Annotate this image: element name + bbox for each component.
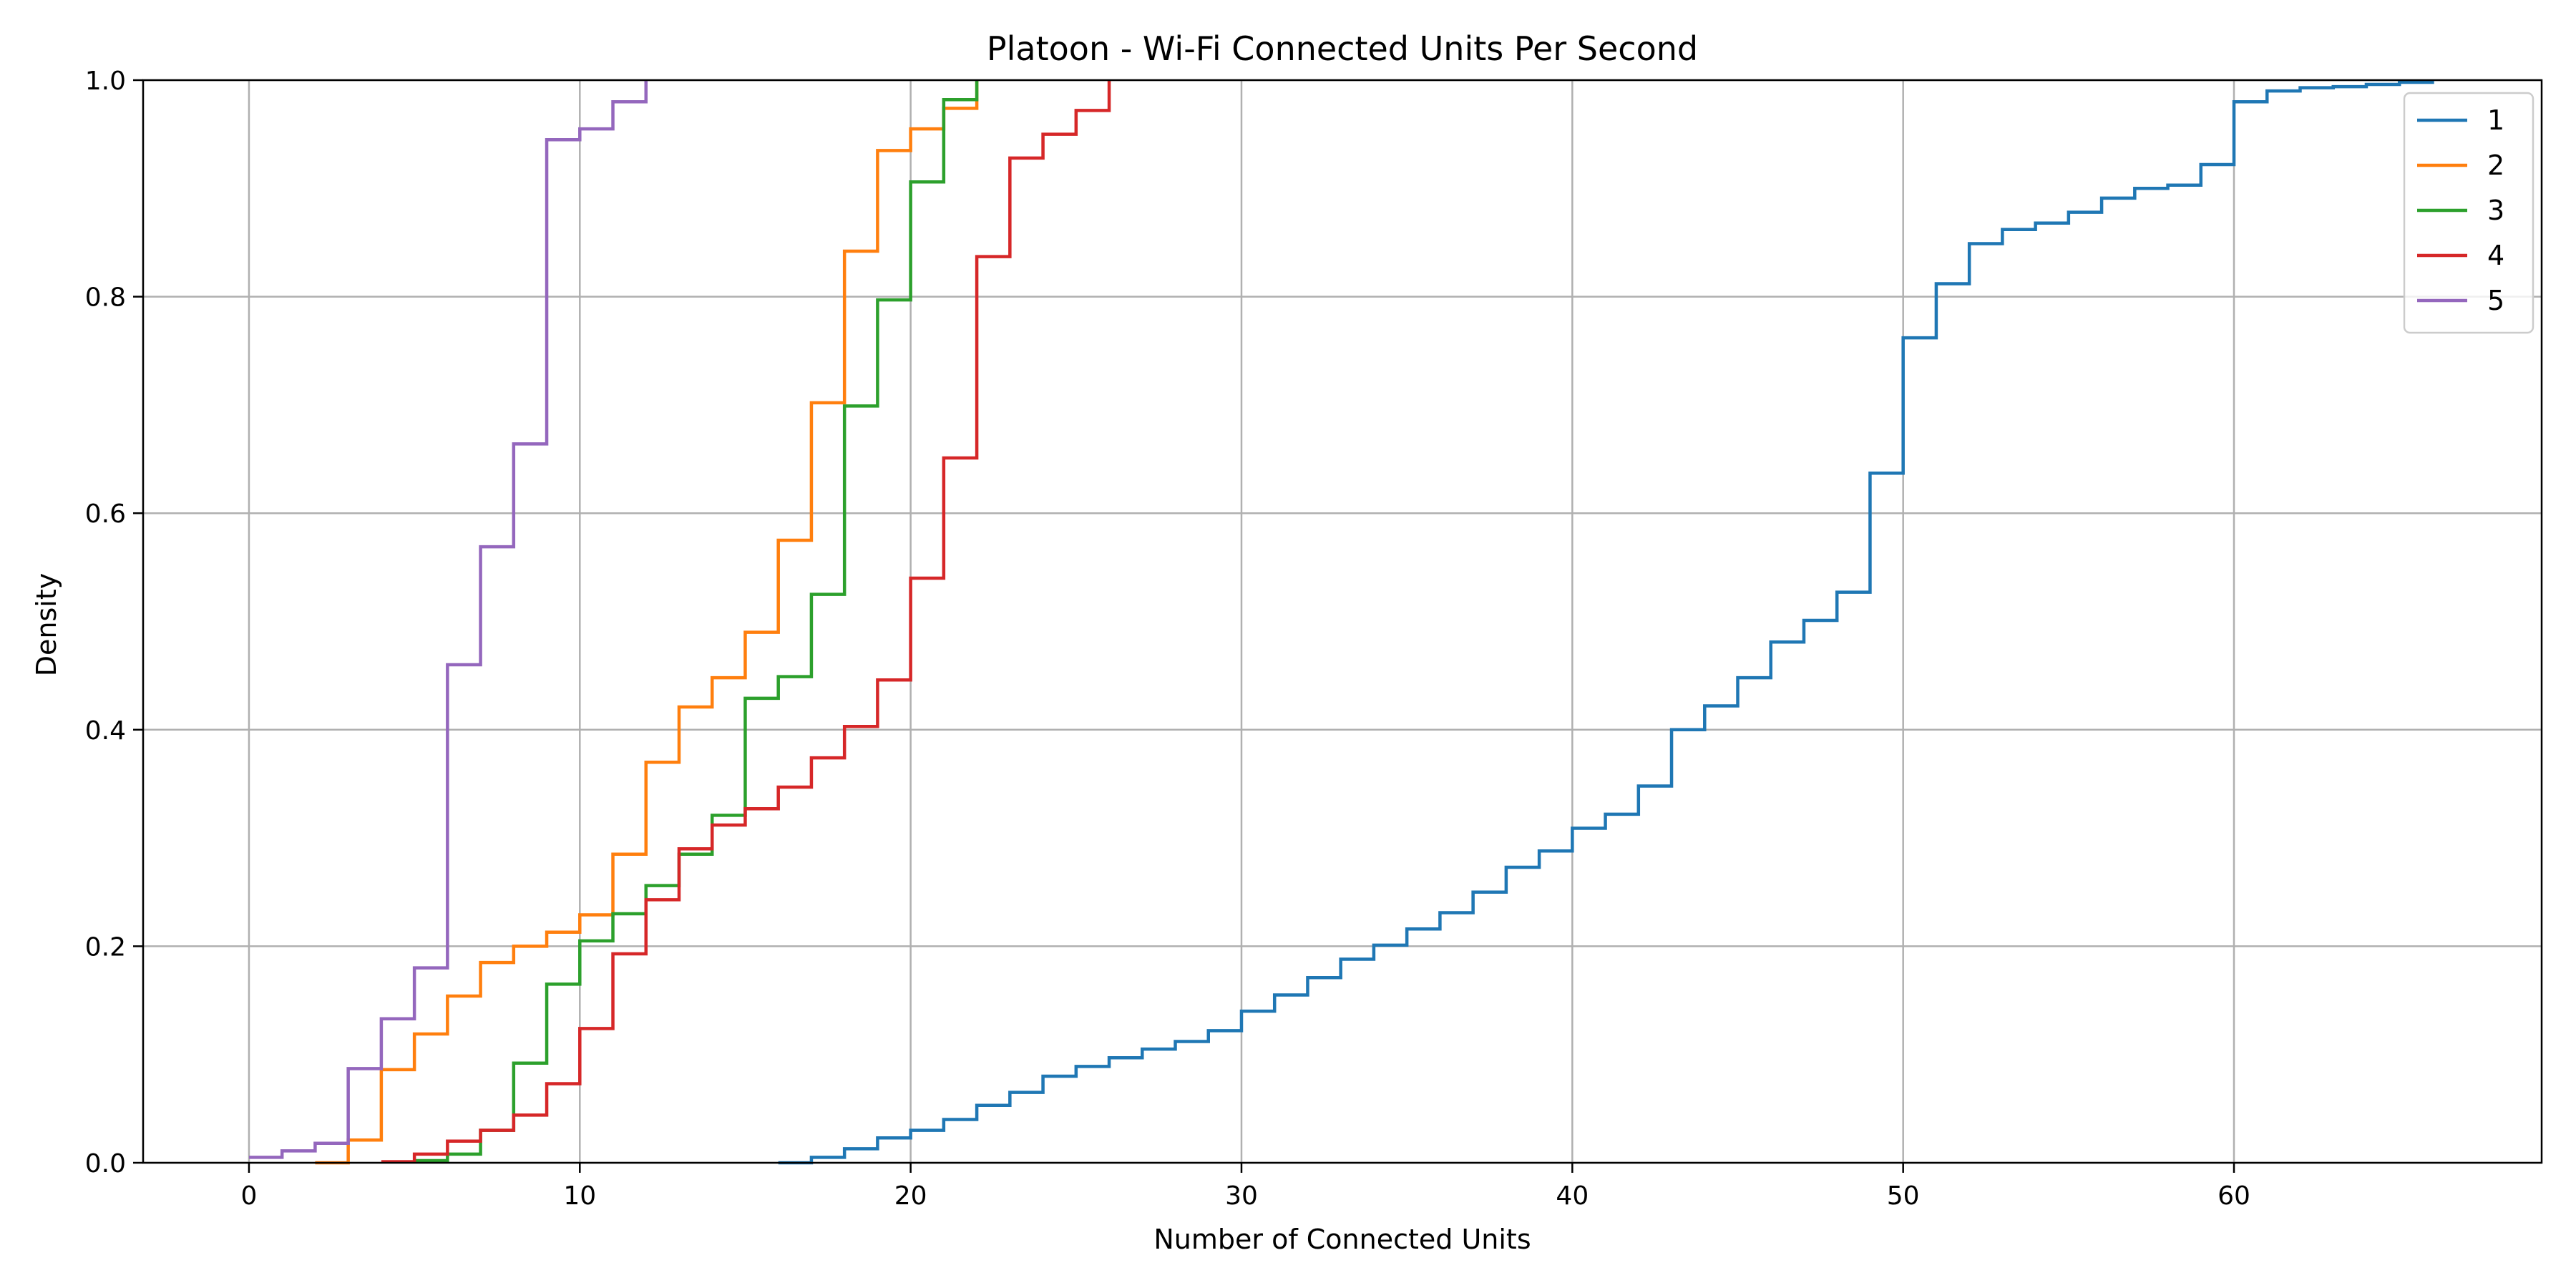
x-axis-label: Number of Connected Units	[1153, 1224, 1531, 1255]
y-tick-label-1: 0.2	[85, 932, 126, 962]
x-tick-label-6: 60	[2218, 1181, 2250, 1211]
y-axis-ticks: 0.0 0.2 0.4 0.6 0.8 1.0	[85, 67, 143, 1179]
series-line-5	[248, 80, 648, 1159]
x-tick-label-1: 10	[563, 1181, 596, 1211]
y-tick-label-2: 0.4	[85, 716, 126, 746]
y-tick-label-3: 0.6	[85, 499, 126, 529]
y-axis-label: Density	[31, 573, 62, 676]
y-tick-label-4: 0.8	[85, 283, 126, 313]
series-line-3	[414, 80, 979, 1163]
legend-label-1: 1	[2487, 104, 2504, 136]
legend-box	[2403, 92, 2534, 334]
series-line-2	[315, 80, 979, 1165]
legend: 1 2 3 4 5	[2403, 92, 2534, 334]
series-line-1	[778, 80, 2434, 1165]
legend-label-4: 4	[2487, 240, 2504, 271]
plot-frame	[142, 79, 2543, 1164]
legend-label-3: 3	[2487, 195, 2504, 226]
x-tick-label-3: 30	[1225, 1181, 1258, 1211]
x-tick-label-4: 40	[1556, 1181, 1589, 1211]
series-group	[248, 80, 2434, 1165]
grid-lines	[143, 79, 2542, 1164]
y-tick-label-0: 0.0	[85, 1149, 126, 1179]
series-line-4	[381, 80, 1111, 1163]
x-axis-ticks: 0 10 20 30 40 50 60	[240, 1163, 2250, 1211]
legend-label-5: 5	[2487, 285, 2504, 316]
y-tick-label-5: 1.0	[85, 67, 126, 96]
x-tick-label-2: 20	[894, 1181, 927, 1211]
legend-label-2: 2	[2487, 150, 2504, 181]
x-tick-label-5: 50	[1887, 1181, 1920, 1211]
chart-title: Platoon - Wi-Fi Connected Units Per Seco…	[987, 29, 1698, 68]
x-tick-label-0: 0	[240, 1181, 257, 1211]
